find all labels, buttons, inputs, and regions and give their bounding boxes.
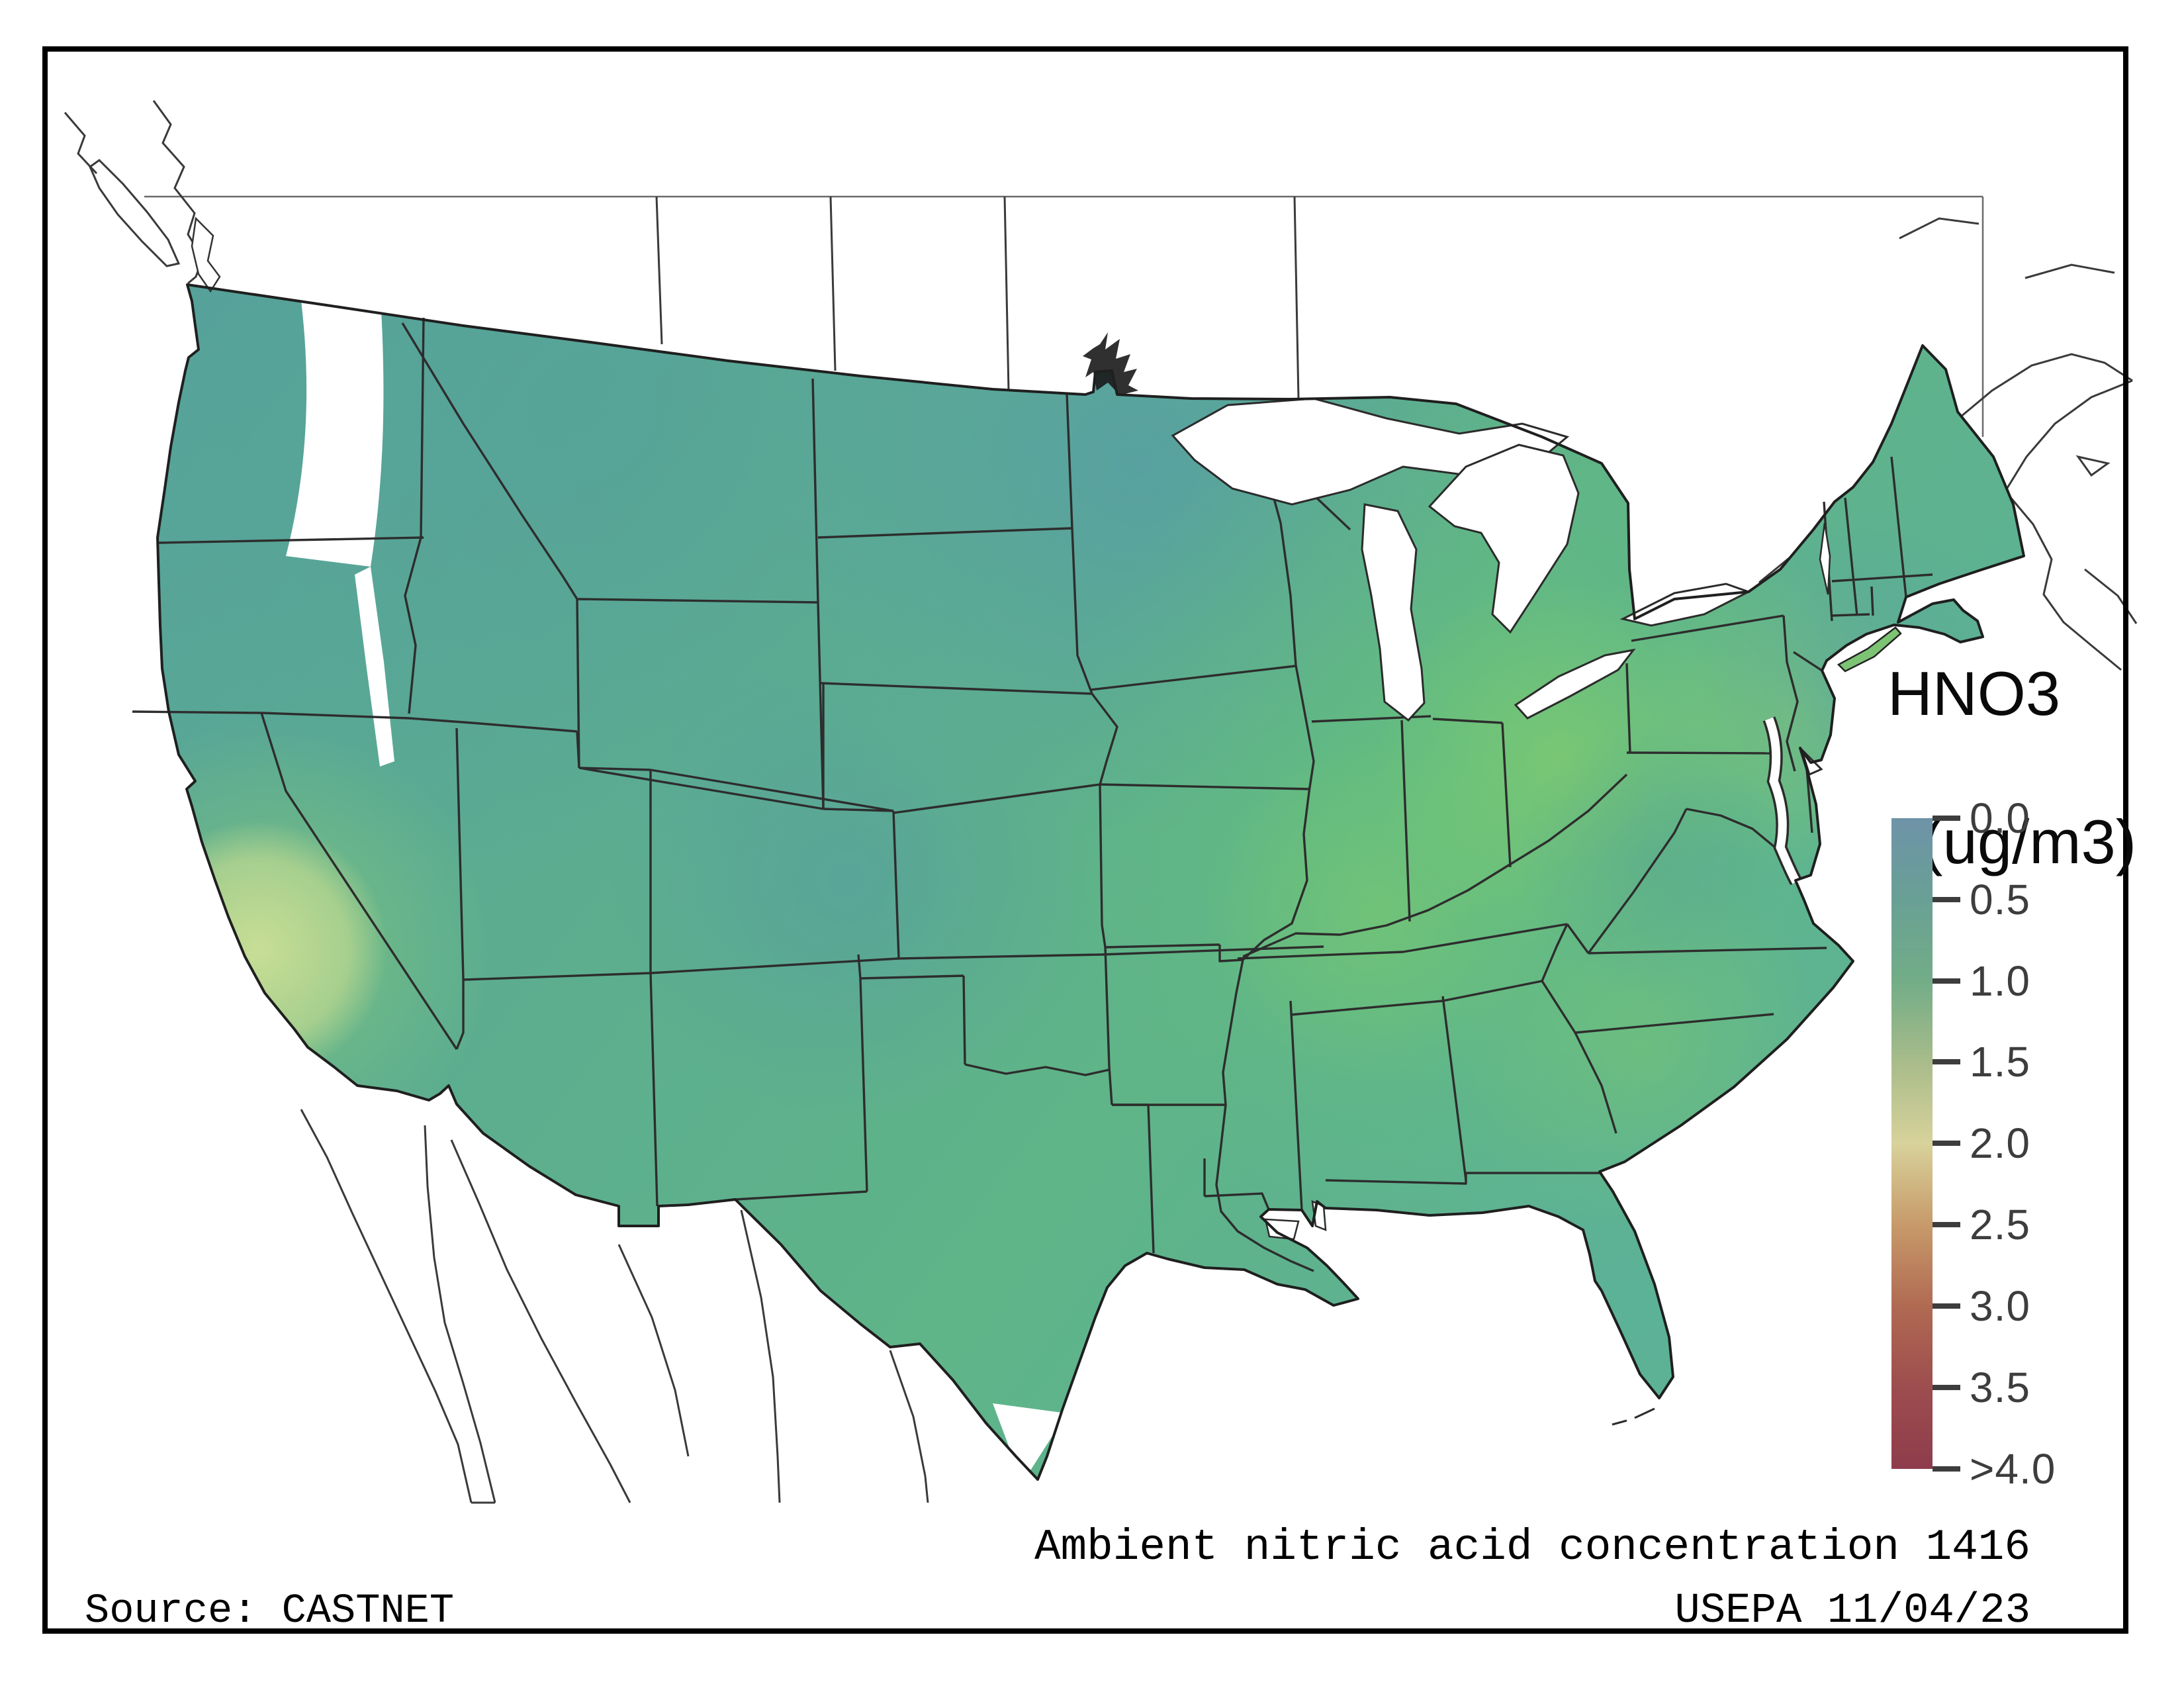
neighbor-outlines: [64, 100, 2138, 1504]
agency-date-caption: USEPA 11/04/23: [1674, 1587, 2030, 1635]
figure-border: [42, 46, 2128, 1634]
great-lakes: [1171, 397, 1831, 1241]
colorbar-tick: [1933, 816, 1960, 821]
lake-erie: [1514, 648, 1636, 720]
source-caption: Source: CASTNET: [85, 1587, 455, 1634]
mexico-state-line: [740, 1209, 781, 1503]
colorbar-tick-label: 0.5: [1970, 876, 2030, 923]
gaspe-peninsula-outline: [2004, 379, 2133, 492]
colorbar-tick-label: 0.0: [1970, 794, 2030, 842]
colorbar-tick: [1933, 1385, 1960, 1390]
lake-pontchartrain: [1264, 1218, 1300, 1241]
colorbar: [1891, 818, 1933, 1469]
quebec-north-shore: [1899, 217, 1979, 240]
colorbar-tick: [1933, 1466, 1960, 1472]
lake-of-the-woods: [1083, 332, 1138, 395]
legend-title-pollutant: HNO3: [1888, 659, 2061, 728]
colorbar-tick-label: 3.5: [1970, 1364, 2030, 1411]
canada-province-line: [655, 196, 663, 345]
baja-gulf-coast: [424, 1125, 496, 1503]
mexico-state-line: [889, 1350, 929, 1503]
canada-province-line: [1003, 196, 1010, 391]
canada-province-line: [829, 196, 837, 371]
colorbar-tick-label: 1.0: [1970, 957, 2030, 1005]
us-outline: [156, 283, 2025, 1481]
puget-sound: [191, 216, 221, 293]
colorbar-tick: [1933, 1141, 1960, 1146]
colorbar-tick: [1933, 1303, 1960, 1309]
canada-province-line: [1293, 196, 1300, 399]
nova-scotia-outline: [2084, 568, 2138, 624]
bc-islands-outline: [64, 112, 98, 175]
state-borders: [132, 317, 1933, 1272]
no-data-crescent-east-washington: [286, 286, 384, 567]
lake-huron: [1428, 444, 1580, 634]
new-brunswick-coast: [2004, 491, 2122, 671]
lake-champlain: [1819, 522, 1831, 595]
no-data-notch-south-texas: [993, 1403, 1067, 1479]
mexico-state-line: [617, 1244, 690, 1457]
anticosti-island-outline: [2025, 263, 2115, 279]
colorbar-tick-label: 3.0: [1970, 1282, 2030, 1330]
long-island: [1837, 626, 1902, 673]
florida-keys: [1612, 1407, 1655, 1426]
legend-title: HNO3 (ug/m3): [1888, 657, 2136, 879]
vancouver-island-outline: [89, 159, 181, 267]
figure-caption: Ambient nitric acid concentration 1416: [1034, 1523, 2030, 1572]
lake-michigan: [1361, 503, 1426, 722]
colorbar-tick: [1933, 978, 1960, 984]
prince-edward-island-outline: [2075, 455, 2111, 477]
colorbar-tick-label: >4.0: [1970, 1445, 2056, 1493]
sonora-coast: [450, 1139, 631, 1503]
colorbar-tick: [1933, 897, 1960, 902]
baja-pacific-coast: [300, 1109, 473, 1503]
colorbar-tick-label: 1.5: [1970, 1038, 2030, 1086]
colorbar-tick-label: 2.5: [1970, 1201, 2030, 1248]
colorbar-tick: [1933, 1059, 1960, 1064]
colorbar-tick: [1933, 1222, 1960, 1227]
colorbar-tick-label: 2.0: [1970, 1119, 2030, 1167]
